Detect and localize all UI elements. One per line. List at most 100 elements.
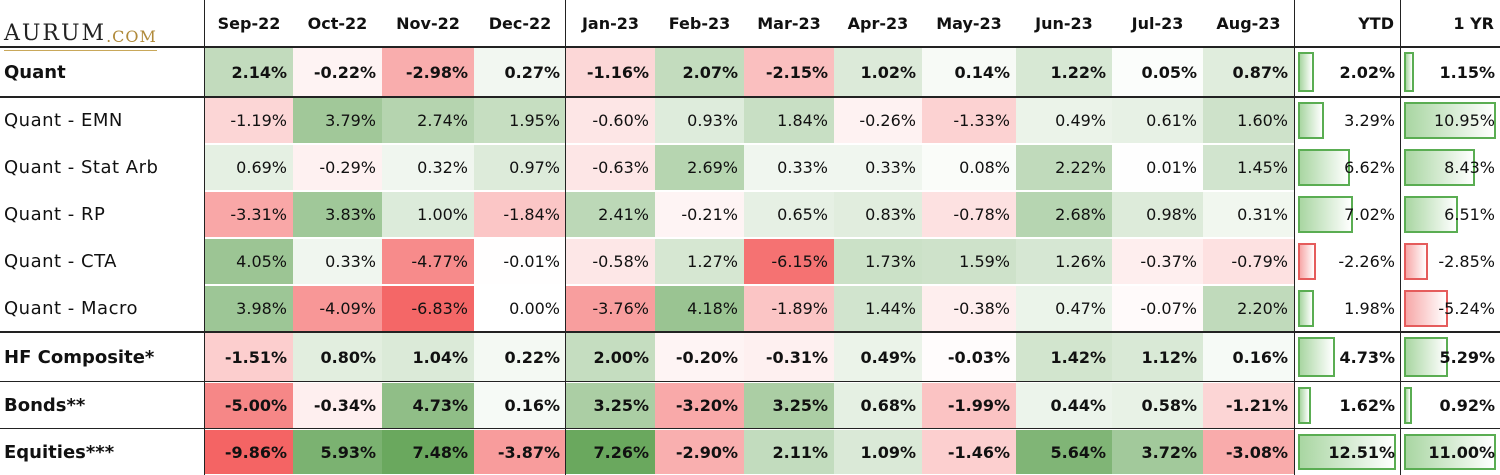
label-column-rule — [204, 0, 205, 475]
one-yr-value: 10.95% — [1433, 111, 1495, 130]
heatmap-cell: -1.33% — [922, 98, 1016, 143]
heatmap-cell: 2.69% — [655, 145, 744, 190]
group-rule-4 — [0, 428, 1500, 429]
aurum-logo: AURUM .COM — [4, 4, 157, 51]
heatmap-cell: 4.05% — [205, 239, 293, 284]
heatmap-cell: -3.31% — [205, 192, 293, 237]
heatmap-cell: -1.16% — [566, 48, 655, 96]
heatmap-cell: -0.60% — [566, 98, 655, 143]
heatmap-cell: -4.77% — [382, 239, 474, 284]
heatmap-cell: 1.59% — [922, 239, 1016, 284]
one-yr-value: 0.92% — [1439, 396, 1495, 415]
heatmap-cell: -1.84% — [474, 192, 566, 237]
one-yr-value: -2.85% — [1438, 252, 1495, 271]
header-bottom-rule — [0, 46, 1500, 48]
logo-text: AURUM — [4, 21, 107, 46]
heatmap-cell: 3.72% — [1112, 430, 1203, 474]
heatmap-cell: 2.14% — [205, 48, 293, 96]
ytd-bar — [1298, 434, 1396, 470]
heatmap-cell: 0.05% — [1112, 48, 1203, 96]
group-rule-3 — [0, 381, 1500, 382]
heatmap-cell: -0.37% — [1112, 239, 1203, 284]
row-label: HF Composite* — [4, 346, 155, 368]
heatmap-cell: 0.69% — [205, 145, 293, 190]
ytd-bar — [1298, 52, 1314, 92]
row-label: Quant - RP — [4, 204, 106, 225]
heatmap-cell: -0.29% — [293, 145, 382, 190]
heatmap-cell: 0.44% — [1016, 383, 1112, 428]
heatmap-cell: 0.93% — [655, 98, 744, 143]
group-rule-2 — [0, 331, 1500, 333]
column-header-jul-23: Jul-23 — [1131, 14, 1184, 33]
one-yr-bar — [1404, 290, 1448, 327]
one-yr-bar — [1404, 337, 1448, 377]
heatmap-cell: 1.44% — [834, 286, 922, 331]
heatmap-cell: 0.00% — [474, 286, 566, 331]
column-header-aug-23: Aug-23 — [1216, 14, 1281, 33]
one-yr-bar — [1404, 387, 1412, 424]
heatmap-cell: 0.08% — [922, 145, 1016, 190]
heatmap-cell: 0.80% — [293, 333, 382, 381]
one-yr-value: 8.43% — [1444, 158, 1495, 177]
heatmap-cell: 1.12% — [1112, 333, 1203, 381]
heatmap-cell: 3.98% — [205, 286, 293, 331]
heatmap-cell: 1.26% — [1016, 239, 1112, 284]
ytd-bar — [1298, 290, 1314, 327]
heatmap-cell: 7.48% — [382, 430, 474, 474]
heatmap-cell: -0.58% — [566, 239, 655, 284]
heatmap-cell: 0.33% — [293, 239, 382, 284]
summary-rule — [1294, 0, 1295, 475]
heatmap-cell: 0.16% — [1203, 333, 1294, 381]
ytd-bar — [1298, 102, 1324, 139]
heatmap-cell: 2.11% — [744, 430, 834, 474]
heatmap-cell: 0.16% — [474, 383, 566, 428]
heatmap-cell: -1.99% — [922, 383, 1016, 428]
year-split-rule — [565, 0, 566, 475]
heatmap-cell: -0.22% — [293, 48, 382, 96]
heatmap-cell: -6.83% — [382, 286, 474, 331]
ytd-value: 1.62% — [1339, 396, 1395, 415]
group-rule-1 — [0, 96, 1500, 98]
ytd-value: 2.02% — [1339, 62, 1395, 82]
heatmap-cell: 5.64% — [1016, 430, 1112, 474]
heatmap-cell: 1.73% — [834, 239, 922, 284]
column-header-sep-22: Sep-22 — [217, 14, 281, 33]
one-yr-bar — [1404, 149, 1475, 186]
column-header-ytd: YTD — [1358, 14, 1394, 33]
heatmap-cell: 4.18% — [655, 286, 744, 331]
heatmap-cell: -4.09% — [293, 286, 382, 331]
heatmap-cell: 3.83% — [293, 192, 382, 237]
heatmap-cell: 3.25% — [744, 383, 834, 428]
heatmap-cell: -2.15% — [744, 48, 834, 96]
ytd-value: -2.26% — [1338, 252, 1395, 271]
heatmap-cell: -0.79% — [1203, 239, 1294, 284]
one-yr-value: 6.51% — [1444, 205, 1495, 224]
heatmap-cell: 2.22% — [1016, 145, 1112, 190]
heatmap-cell: -6.15% — [744, 239, 834, 284]
row-label: Quant - Stat Arb — [4, 157, 159, 178]
heatmap-cell: -0.31% — [744, 333, 834, 381]
heatmap-cell: 0.49% — [834, 333, 922, 381]
heatmap-cell: 1.02% — [834, 48, 922, 96]
column-header-jun-23: Jun-23 — [1035, 14, 1093, 33]
heatmap-cell: -2.90% — [655, 430, 744, 474]
row-label: Equities*** — [4, 441, 115, 463]
heatmap-cell: -2.98% — [382, 48, 474, 96]
heatmap-cell: -0.20% — [655, 333, 744, 381]
heatmap-cell: 7.26% — [566, 430, 655, 474]
heatmap-cell: -1.19% — [205, 98, 293, 143]
ytd-value: 7.02% — [1344, 205, 1395, 224]
row-label: Bonds** — [4, 395, 86, 416]
one-yr-bar — [1404, 243, 1428, 280]
ytd-value: 4.73% — [1339, 347, 1395, 367]
heatmap-cell: 0.65% — [744, 192, 834, 237]
heatmap-cell: 2.00% — [566, 333, 655, 381]
heatmap-cell: -0.21% — [655, 192, 744, 237]
heatmap-cell: 1.84% — [744, 98, 834, 143]
heatmap-cell: -1.89% — [744, 286, 834, 331]
heatmap-cell: -0.07% — [1112, 286, 1203, 331]
heatmap-cell: 0.32% — [382, 145, 474, 190]
ytd-bar — [1298, 243, 1316, 280]
one-yr-bar — [1404, 434, 1496, 470]
row-label: Quant - EMN — [4, 110, 123, 131]
